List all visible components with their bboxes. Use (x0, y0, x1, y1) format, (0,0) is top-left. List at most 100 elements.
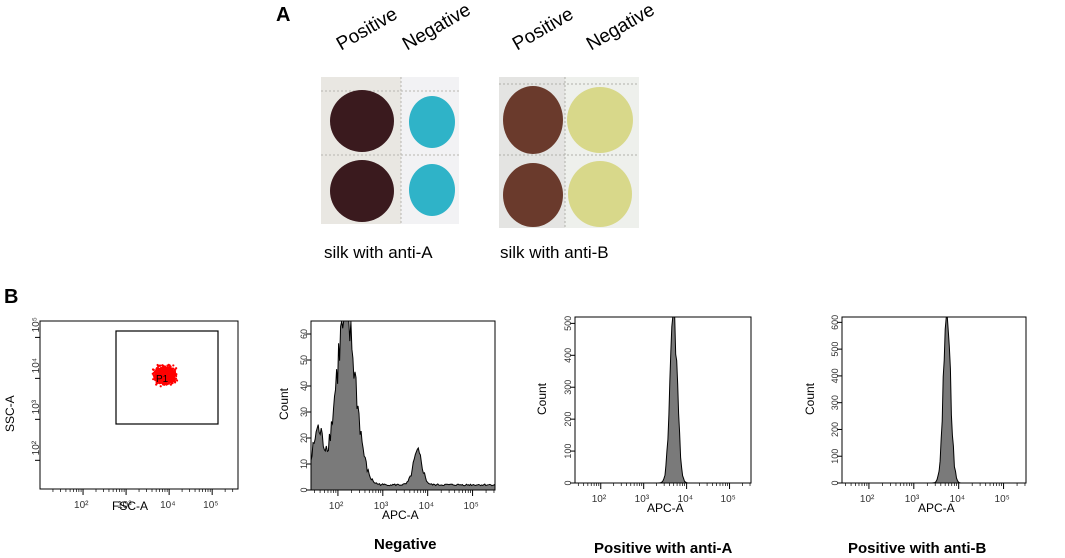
scatter-point (169, 383, 173, 386)
scatter-point (157, 381, 160, 384)
caption-positive-anti-a: Positive with anti-A (594, 540, 733, 557)
y-tick-label: 200 (830, 422, 840, 437)
x-tick-label: 10³ (905, 494, 920, 505)
caption-silk-anti-a: silk with anti-A (324, 243, 433, 262)
scatter-point (174, 377, 177, 380)
y-tick-label: 500 (830, 342, 840, 357)
scatter-point (162, 374, 165, 377)
hist-negative-tick-labels: 10² 10³ 10⁴ 10⁵ 0 10 20 30 40 50 60 (299, 329, 495, 512)
scatter-point (169, 370, 172, 373)
y-tick-label: 10² (31, 440, 42, 455)
caption-positive-anti-b: Positive with anti-B (848, 540, 987, 557)
scatter-point (166, 369, 169, 372)
scatter-point (168, 364, 171, 367)
x-tick-label: 10³ (635, 494, 650, 505)
scatter-point (170, 368, 173, 371)
y-tick-label: 300 (830, 395, 840, 410)
scatter-x-axis-label: FSC-A (112, 499, 148, 513)
scatter-point (157, 365, 160, 368)
scatter-point (152, 374, 155, 377)
scatter-point (171, 378, 174, 382)
y-tick-label: 0 (830, 480, 840, 485)
scatter-point (159, 385, 162, 388)
hist-negative-x-axis-label: APC-A (382, 508, 419, 520)
scatter-point (159, 364, 162, 367)
y-tick-label: 10⁵ (31, 317, 42, 332)
hist-anti-b-y-axis-label: Count (803, 382, 817, 415)
scatter-point (154, 370, 158, 373)
y-tick-label: 0 (563, 480, 573, 485)
scatter-point (171, 370, 174, 373)
x-tick-label: 10⁴ (950, 494, 965, 505)
x-tick-label: 10⁵ (464, 501, 479, 512)
scatter-point (157, 372, 160, 375)
scatter-point (165, 380, 168, 384)
caption-negative: Negative (374, 536, 437, 553)
scatter-point (165, 377, 168, 380)
hist-anti-b-frame (841, 316, 1027, 484)
scatter-point (163, 383, 166, 386)
scatter-point (161, 381, 164, 384)
scatter-point (173, 370, 176, 374)
spot-anti-a-negative-2 (409, 164, 455, 216)
histogram-negative: 10² 10³ 10⁴ 10⁵ 0 10 20 30 40 50 60 APC-A Count (277, 320, 496, 520)
y-tick-label: 10³ (31, 399, 42, 414)
scatter-points (151, 363, 179, 388)
hist-anti-a-y-axis-label: Count (535, 382, 549, 415)
scatter-point (164, 373, 167, 376)
y-tick-label: 100 (563, 444, 573, 459)
col-label-anti-a-negative: Negative (399, 0, 475, 56)
x-tick-label: 10² (329, 501, 344, 512)
scatter-point (171, 380, 174, 383)
hist-negative-y-axis-label: Count (277, 387, 291, 420)
col-label-anti-b-positive: Positive (509, 3, 578, 56)
y-tick-label: 600 (830, 315, 840, 330)
scatter-point (175, 379, 179, 382)
scatter-point (165, 371, 168, 374)
y-tick-label: 300 (563, 380, 573, 395)
scatter-point (153, 371, 156, 374)
scatter-point (172, 373, 175, 377)
gate-p1-label: P1 (156, 374, 169, 385)
scatter-plot-fsc-ssc: P1 10² 10³ 10⁴ 10⁵ 10² 10³ 10⁴ 10⁵ FSC-A SSC-A (3, 317, 239, 513)
scatter-point (155, 379, 158, 382)
hist-anti-b-tick-labels: 10² 10³ 10⁴ 10⁵ 0 100 200 300 400 500 600 (830, 315, 1026, 505)
y-tick-label: 200 (563, 412, 573, 427)
y-tick-label: 400 (563, 348, 573, 363)
y-tick-label: 30 (299, 407, 309, 417)
scatter-point (162, 366, 165, 369)
photo-silk-anti-a (321, 77, 459, 224)
spot-anti-b-positive-2 (503, 163, 563, 227)
hist-anti-a-area (575, 316, 751, 484)
scatter-point (157, 377, 160, 380)
col-label-anti-b-negative: Negative (583, 0, 659, 56)
spot-anti-b-negative-2 (568, 161, 632, 227)
spot-anti-a-positive-1 (330, 90, 394, 152)
y-tick-label: 10⁴ (31, 358, 42, 373)
hist-anti-a-x-axis-label: APC-A (647, 501, 684, 515)
scatter-tick-labels: 10² 10³ 10⁴ 10⁵ 10² 10³ 10⁴ 10⁵ (31, 317, 234, 511)
y-tick-label: 100 (830, 449, 840, 464)
x-tick-label: 10⁴ (419, 501, 434, 512)
scatter-point (175, 374, 178, 378)
scatter-point (166, 375, 169, 378)
x-tick-label: 10⁵ (995, 494, 1010, 505)
scatter-point (166, 364, 169, 367)
y-tick-label: 40 (299, 381, 309, 391)
y-tick-label: 0 (299, 487, 309, 492)
photo-silk-anti-b (499, 77, 639, 228)
scatter-point (152, 368, 155, 371)
x-tick-label: 10⁴ (678, 494, 693, 505)
hist-anti-a-frame (574, 316, 752, 484)
x-tick-label: 10² (74, 500, 89, 511)
panel-letter-a: A (276, 4, 291, 26)
scatter-point (161, 376, 164, 379)
histogram-positive-anti-a: 10² 10³ 10⁴ 10⁵ 0 100 200 300 400 500 APC-A Count (535, 316, 752, 515)
scatter-plot-frame (39, 320, 239, 490)
scatter-point (161, 364, 164, 367)
spot-anti-b-positive-1 (503, 86, 563, 154)
scatter-point (161, 378, 165, 381)
y-tick-label: 50 (299, 355, 309, 365)
x-tick-label: 10² (860, 494, 875, 505)
hist-anti-b-area (842, 316, 1026, 484)
